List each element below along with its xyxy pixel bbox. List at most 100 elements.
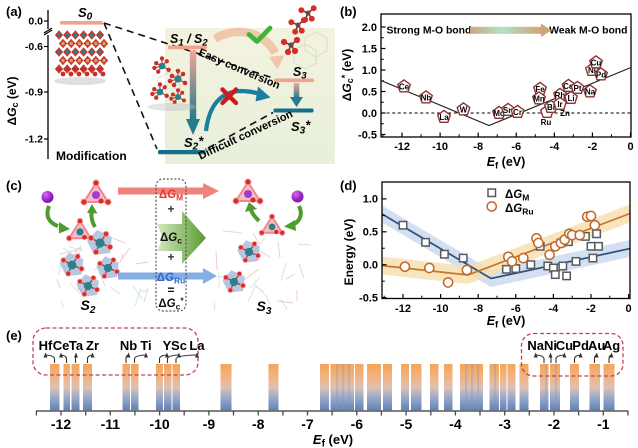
svg-text:-8: -8 [473,303,483,315]
svg-text:-0.6: -0.6 [25,41,43,53]
svg-text:-6: -6 [511,303,521,315]
svg-text:Rh: Rh [555,91,566,100]
svg-text:2.0: 2.0 [362,22,377,34]
svg-text:Y: Y [163,338,172,353]
svg-text:Ir: Ir [557,100,562,109]
svg-text:+: + [167,202,174,216]
svg-text:(d): (d) [340,178,357,193]
svg-text:Ru: Ru [541,118,552,127]
svg-text:Cr: Cr [513,108,522,117]
svg-text:-4: -4 [549,303,560,315]
svg-text:S3*: S3* [291,118,311,137]
svg-text:-12: -12 [394,141,410,153]
svg-text:0.5: 0.5 [363,227,378,239]
svg-text:0: 0 [626,303,632,315]
svg-text:ΔGc* (eV): ΔGc* (eV) [340,49,355,102]
svg-text:-5: -5 [400,416,413,432]
svg-text:1.5: 1.5 [362,43,377,55]
svg-text:ΔGRu: ΔGRu [157,272,186,286]
svg-text:S2*: S2* [184,134,204,153]
svg-text:Co: Co [563,82,574,91]
svg-text:Ag: Ag [603,338,620,353]
svg-text:Modification: Modification [56,149,127,163]
svg-text:(c): (c) [6,178,22,193]
svg-text:-8: -8 [473,141,483,153]
svg-text:-2: -2 [548,416,561,432]
svg-text:Ti: Ti [140,338,151,353]
svg-text:Pt: Pt [574,84,582,93]
svg-text:=: = [167,283,174,297]
svg-text:Na: Na [527,338,544,353]
svg-text:+: + [167,250,174,264]
svg-text:-12: -12 [395,303,411,315]
svg-text:-4: -4 [549,141,560,153]
svg-text:Ef (eV): Ef (eV) [487,314,526,331]
svg-text:-8: -8 [252,416,265,432]
svg-text:-10: -10 [433,303,449,315]
svg-text:0: 0 [627,141,633,153]
svg-text:Nb: Nb [421,94,432,103]
svg-text:Ni: Ni [544,338,557,353]
svg-text:Strong M-O bond: Strong M-O bond [387,26,472,37]
svg-text:1.0: 1.0 [362,65,377,77]
svg-text:Mo: Mo [493,109,505,118]
svg-text:Li: Li [567,94,574,103]
svg-text:Ce: Ce [53,338,70,353]
svg-text:Fe: Fe [535,85,545,94]
svg-text:-0.5: -0.5 [359,292,378,304]
svg-text:Au: Au [588,338,605,353]
svg-text:Zr: Zr [86,338,99,353]
svg-text:Cu: Cu [556,338,573,353]
svg-text:-0.5: -0.5 [358,129,377,141]
svg-text:Ce: Ce [399,83,410,92]
svg-text:-10: -10 [432,141,448,153]
svg-text:Zn: Zn [560,109,570,118]
svg-text:-9: -9 [203,416,216,432]
svg-text:Bi: Bi [547,103,555,112]
svg-text:ΔGRu: ΔGRu [505,203,534,217]
svg-text:1.0: 1.0 [363,194,378,206]
svg-text:S3: S3 [257,298,272,317]
svg-text:La: La [439,113,449,122]
svg-text:Sc: Sc [171,338,187,353]
svg-text:0.0: 0.0 [362,108,377,120]
svg-text:(a): (a) [6,4,22,19]
svg-text:Energy (eV): Energy (eV) [342,219,356,286]
svg-text:-1: -1 [597,416,610,432]
svg-text:-6: -6 [351,416,364,432]
svg-text:Pd: Pd [596,71,606,80]
svg-text:(b): (b) [340,4,357,19]
svg-text:ΔGM: ΔGM [159,189,183,203]
svg-text:Ef (eV): Ef (eV) [313,432,353,448]
svg-text:Na: Na [585,88,596,97]
svg-text:-1.2: -1.2 [25,134,43,146]
svg-text:ΔGc (eV): ΔGc (eV) [5,77,20,126]
svg-text:ΔGM: ΔGM [505,189,529,203]
svg-text:0.5: 0.5 [362,86,377,98]
svg-text:ΔGc*: ΔGc* [158,296,184,312]
svg-text:Cu: Cu [591,59,602,68]
svg-text:-2: -2 [588,141,598,153]
svg-text:0.0: 0.0 [363,260,378,272]
svg-text:-2: -2 [586,303,596,315]
svg-text:-3: -3 [498,416,511,432]
svg-text:Pd: Pd [572,338,589,353]
svg-text:(e): (e) [6,328,22,343]
svg-text:-12: -12 [51,416,71,432]
svg-text:Ta: Ta [69,338,84,353]
svg-text:-10: -10 [149,416,169,432]
svg-text:-4: -4 [449,416,462,432]
svg-text:-7: -7 [301,416,314,432]
svg-text:La: La [189,338,205,353]
svg-text:0.0: 0.0 [28,16,43,28]
svg-text:Weak M-O bond: Weak M-O bond [549,26,627,37]
svg-text:Ef (eV): Ef (eV) [487,155,526,172]
svg-text:Mn: Mn [533,95,545,104]
svg-text:-0.9: -0.9 [25,87,43,99]
svg-text:Nb: Nb [120,338,137,353]
svg-text:S2: S2 [81,297,96,316]
svg-text:S0: S0 [78,5,93,23]
svg-text:Ni: Ni [588,66,596,75]
svg-text:-6: -6 [511,141,521,153]
svg-text:ΔGc: ΔGc [160,232,182,246]
